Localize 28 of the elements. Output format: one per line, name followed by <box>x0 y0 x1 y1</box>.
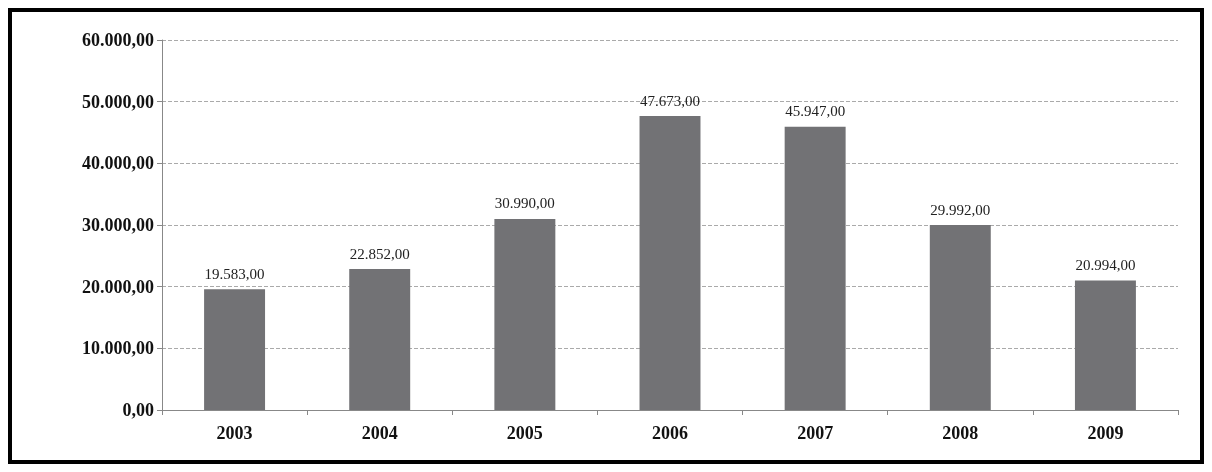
bar <box>349 269 411 410</box>
data-label: 47.673,00 <box>640 92 700 109</box>
x-tick-label: 2003 <box>216 423 253 443</box>
bar <box>929 225 991 410</box>
x-tick-label: 2008 <box>942 423 979 443</box>
bar <box>204 289 266 410</box>
data-label: 45.947,00 <box>785 103 846 120</box>
x-tick-label: 2004 <box>361 423 398 443</box>
data-label: 29.992,00 <box>930 201 991 218</box>
x-tick-label: 2005 <box>506 423 543 443</box>
bar <box>1074 280 1136 410</box>
y-tick-label: 40.000,00 <box>82 153 154 174</box>
bar <box>639 116 701 410</box>
data-label: 20.994,00 <box>1075 257 1136 274</box>
data-label: 22.852,00 <box>349 245 410 262</box>
y-tick-label: 20.000,00 <box>82 276 154 297</box>
y-tick-label: 60.000,00 <box>82 30 154 50</box>
data-label: 30.990,00 <box>494 195 555 212</box>
bar <box>494 218 556 410</box>
y-tick-label: 50.000,00 <box>82 91 154 112</box>
y-tick-label: 0,00 <box>122 400 154 420</box>
x-tick-label: 2009 <box>1087 423 1124 443</box>
y-tick-label: 30.000,00 <box>82 215 154 235</box>
x-tick-label: 2006 <box>652 423 688 443</box>
x-tick-label: 2007 <box>797 423 834 443</box>
bar <box>784 126 846 410</box>
y-tick-label: 10.000,00 <box>82 338 154 359</box>
data-label: 19.583,00 <box>204 265 265 282</box>
